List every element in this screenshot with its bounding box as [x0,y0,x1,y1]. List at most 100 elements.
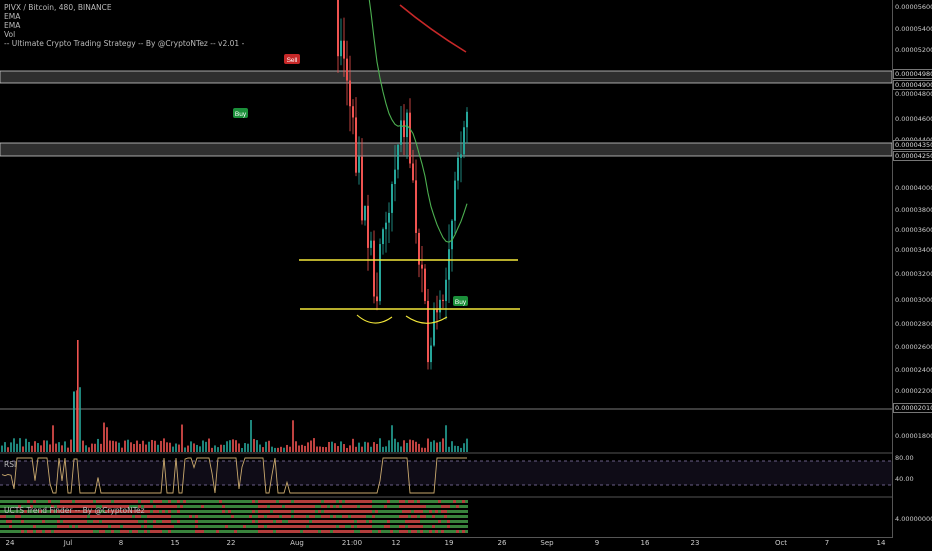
time-axis[interactable]: 24 Jul 8 15 22 Aug 21:00 12 19 26 Sep 9 16 23 Oct 7 14 [0,537,892,551]
trend-cell [387,500,390,503]
volume-bar [136,440,138,452]
volume-bar [157,444,159,452]
trend-cell [291,505,294,508]
trend-cell [135,520,138,523]
trend-cell [345,515,348,518]
trend-cell [465,520,468,523]
trend-cell [453,530,456,533]
trend-cell [63,500,66,503]
trend-cell [381,530,384,533]
trend-cell [300,525,303,528]
trend-cell [144,505,147,508]
trend-cell [336,510,339,513]
trend-cell [72,500,75,503]
time-label: 8 [118,539,124,547]
trend-cell [174,515,177,518]
price-axis[interactable]: 0.00005600 0.00005400 0.00005200 0.00004800… [892,0,932,538]
trend-cell [360,520,363,523]
trend-cell [348,530,351,533]
price-marker[interactable]: 0.00004250 [893,151,932,161]
trend-cell [30,520,33,523]
trend-cell [345,505,348,508]
trend-cell [93,505,96,508]
trend-cell [396,530,399,533]
trend-cell [9,515,12,518]
trend-cell [333,500,336,503]
trend-cell [126,525,129,528]
trend-cell [93,510,96,513]
trend-cell [69,520,72,523]
price-tick: 0.00004600 [895,115,932,123]
legend-ema-2[interactable]: EMA [4,21,21,30]
price-marker[interactable]: 0.00004900 [893,80,932,90]
trend-cell [366,500,369,503]
trend-cell [228,500,231,503]
time-label: 19 [444,539,454,547]
trend-cell [192,500,195,503]
volume-bar [133,443,135,452]
trend-cell [96,500,99,503]
trend-cell [15,510,18,513]
volume-bar [373,442,375,452]
trend-cell [48,510,51,513]
sell-signal[interactable]: Sell [284,54,300,64]
trend-cell [198,505,201,508]
trend-cell [222,515,225,518]
trend-cell [60,500,63,503]
trend-cell [465,515,468,518]
candle-body [412,163,414,181]
trend-cell [420,510,423,513]
volume-bar [142,440,144,452]
time-label: 12 [391,539,401,547]
legend-vol[interactable]: Vol [4,30,16,39]
symbol-title[interactable]: PIVX / Bitcoin, 480, BINANCE [4,3,112,12]
buy-signal-1[interactable]: Buy [233,108,248,118]
trend-cell [285,525,288,528]
trend-cell [276,510,279,513]
trend-pane-label[interactable]: UCTS Trend Finder -- By @CryptoNTez [4,506,145,515]
trend-cell [291,525,294,528]
trend-cell [90,515,93,518]
candle-body [433,309,435,346]
rsi-pane-label[interactable]: RSI [4,460,17,469]
trend-cell [417,525,420,528]
pane-tick: 40.00 [895,475,914,483]
candle-body [376,296,378,302]
trend-cell [21,500,24,503]
trend-cell [195,515,198,518]
trend-cell [129,510,132,513]
trend-cell [132,505,135,508]
zone-lower[interactable] [0,142,893,157]
candle-body [424,268,426,301]
trend-cell [108,525,111,528]
trend-cell [393,505,396,508]
trend-cell [276,515,279,518]
price-marker[interactable]: 0.00004350 [893,140,932,150]
trend-cell [219,525,222,528]
legend-ema-1[interactable]: EMA [4,12,21,21]
legend-strategy[interactable]: -- Ultimate Crypto Trading Strategy -- B… [4,39,245,48]
price-marker[interactable]: 0.00004980 [893,69,932,79]
trend-cell [222,530,225,533]
trend-cell [309,525,312,528]
trend-cell [87,510,90,513]
price-marker[interactable]: 0.00002010 [893,403,932,413]
trend-cell [165,525,168,528]
trend-cell [198,525,201,528]
buy-signal-2[interactable]: Buy [453,296,468,306]
trend-cell [429,505,432,508]
zone-upper[interactable] [0,70,893,84]
trend-cell [54,530,57,533]
trend-cell [414,500,417,503]
volume-bar [400,446,402,452]
trend-cell [357,525,360,528]
trend-cell [87,500,90,503]
trend-cell [324,530,327,533]
trend-cell [3,510,6,513]
trend-cell [45,510,48,513]
trend-cell [228,505,231,508]
trend-cell [21,505,24,508]
trend-cell [366,525,369,528]
trend-cell [15,500,18,503]
